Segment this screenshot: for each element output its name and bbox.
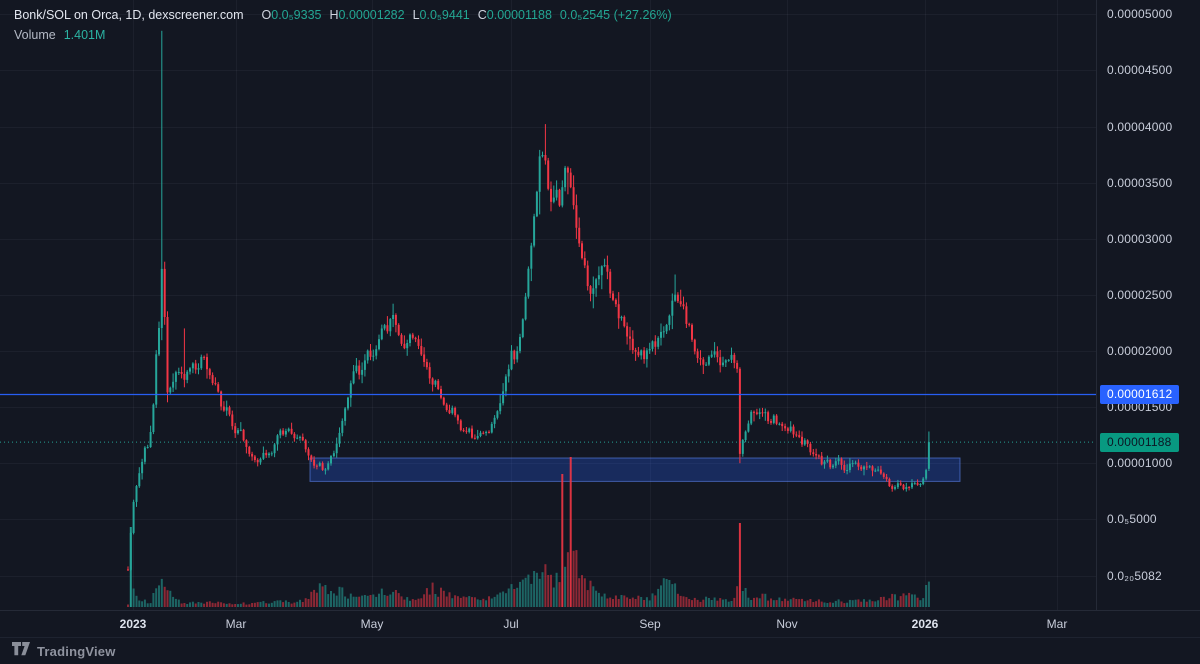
price-axis-label: 0.0₂₀5082 <box>1107 569 1162 583</box>
time-axis[interactable]: 2023 Mar May Jul Sep Nov 2026 Mar <box>0 610 1200 637</box>
ohlc-low: L0.0₅9441 <box>412 8 470 22</box>
volume-value: 1.401M <box>63 28 106 42</box>
time-axis-label: 2023 <box>119 617 147 631</box>
time-axis-label: 2026 <box>911 617 939 631</box>
time-axis-label: Mar <box>1046 617 1068 631</box>
last-price-badge: 0.00001188 <box>1100 433 1179 452</box>
legend-volume-row: Volume 1.401M <box>14 25 672 45</box>
price-axis-label: 0.00001000 <box>1107 456 1173 470</box>
ohlc-high: H0.00001282 <box>329 8 405 22</box>
chart-legend: Bonk/SOL on Orca, 1D, dexscreener.com O0.… <box>14 5 672 45</box>
time-axis-label: Mar <box>225 617 247 631</box>
time-axis-label: May <box>360 617 384 631</box>
tradingview-logo-icon[interactable] <box>12 641 30 661</box>
bottom-toolbar: TradingView <box>0 637 1200 664</box>
time-axis-label: Sep <box>639 617 661 631</box>
ohlc-open: O0.0₅9335 <box>261 8 322 22</box>
time-axis-label: Jul <box>503 617 519 631</box>
price-change: 0.0₅2545 (+27.26%) <box>559 8 672 22</box>
price-axis-label: 0.00003000 <box>1107 232 1173 246</box>
symbol-title[interactable]: Bonk/SOL on Orca, 1D, dexscreener.com <box>14 8 244 22</box>
tradingview-brand-text[interactable]: TradingView <box>37 643 116 659</box>
price-axis-label: 0.00004500 <box>1107 63 1173 77</box>
price-axis-label: 0.00003500 <box>1107 176 1173 190</box>
time-axis-label: Nov <box>776 617 798 631</box>
price-axis-label: 0.00002500 <box>1107 288 1173 302</box>
ohlc-close: C0.00001188 <box>477 8 552 22</box>
price-axis-label: 0.00002000 <box>1107 344 1173 358</box>
alert-price-badge[interactable]: 0.00001612 <box>1100 385 1180 404</box>
price-axis-label: 0.00005000 <box>1107 7 1173 21</box>
volume-label[interactable]: Volume <box>14 28 56 42</box>
legend-ohlc-row: Bonk/SOL on Orca, 1D, dexscreener.com O0.… <box>14 5 672 25</box>
price-axis-label: 0.0₅5000 <box>1107 512 1157 526</box>
price-chart-pane[interactable] <box>0 0 1096 610</box>
price-axis[interactable]: 0.00001612 0.00001188 0.00005000 0.000045… <box>1096 0 1200 610</box>
price-axis-label: 0.00004000 <box>1107 120 1173 134</box>
